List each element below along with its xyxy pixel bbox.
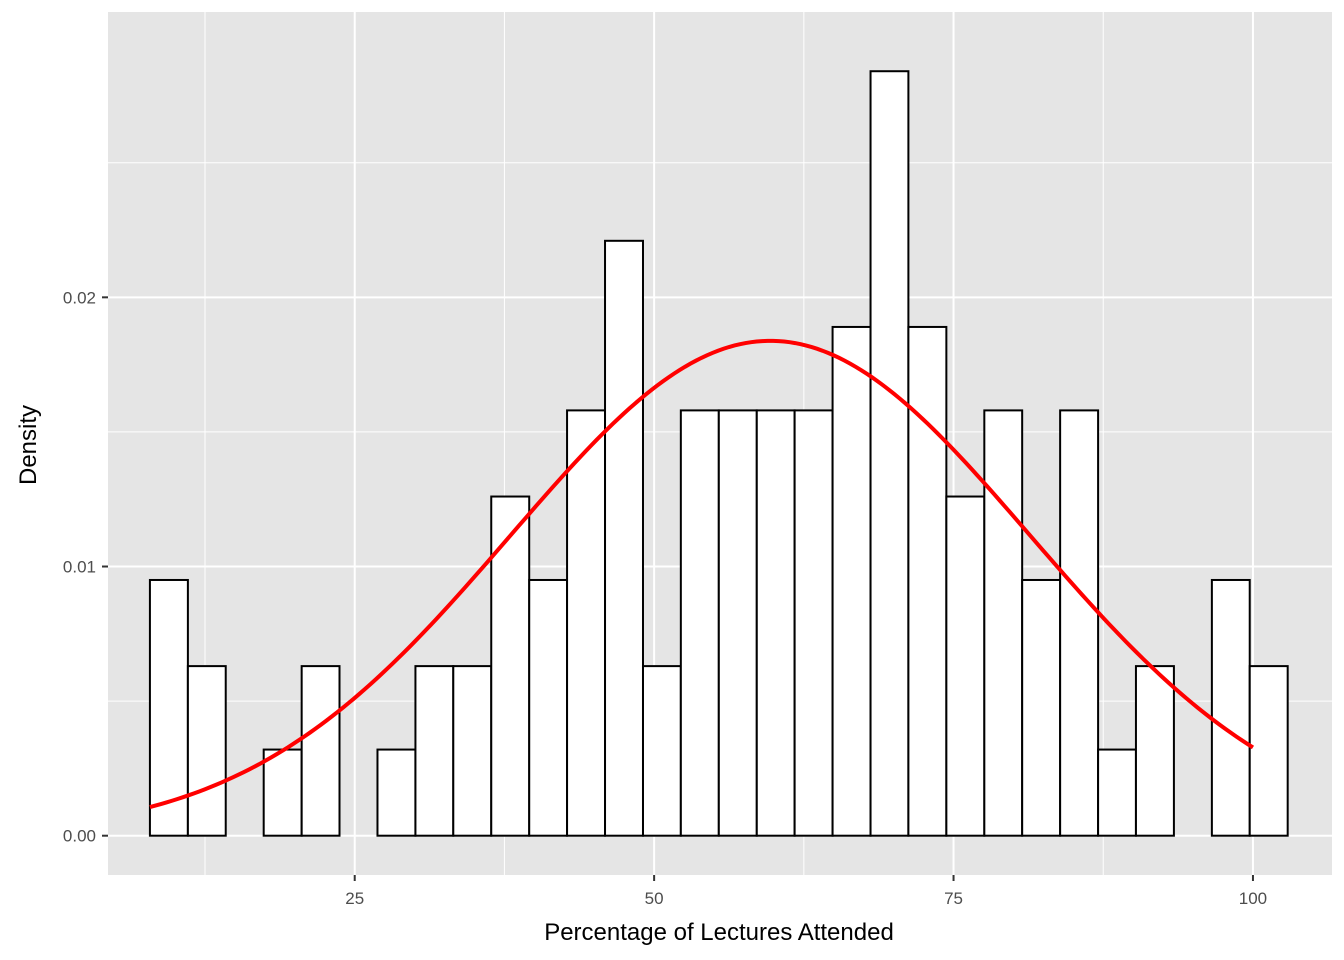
x-tick-label: 75 (944, 889, 963, 908)
histogram-bar (983, 409, 1024, 837)
histogram-bar (566, 409, 607, 837)
histogram-bar (869, 70, 910, 837)
histogram-bar (793, 409, 834, 837)
histogram-bar (1097, 748, 1137, 837)
x-tick-label: 25 (345, 889, 364, 908)
y-axis: 0.00 0.01 0.02 (63, 288, 108, 846)
x-tick-label: 100 (1239, 889, 1267, 908)
histogram-bar (300, 665, 341, 837)
histogram-bar (1210, 578, 1251, 837)
y-tick-label: 0.00 (63, 827, 96, 846)
histogram-bar (604, 239, 644, 837)
y-axis-title: Density (15, 405, 42, 485)
histogram-bar (945, 495, 986, 837)
histogram-bar (148, 578, 189, 837)
histogram-bar (528, 578, 569, 837)
histogram-bar (452, 665, 493, 837)
histogram-bar (907, 325, 948, 837)
histogram-bars (148, 70, 1289, 837)
y-tick-label: 0.01 (63, 558, 96, 577)
histogram-bar (1059, 409, 1100, 837)
histogram-bar (1248, 665, 1289, 837)
histogram-bar (831, 325, 872, 837)
histogram-bar (1021, 578, 1062, 837)
histogram-bar (755, 409, 796, 837)
histogram-bar (186, 665, 227, 837)
histogram-bar (717, 409, 758, 837)
x-tick-label: 50 (645, 889, 664, 908)
histogram-bar (376, 748, 417, 837)
y-tick-label: 0.02 (63, 288, 96, 307)
histogram-bar (641, 665, 682, 837)
x-axis: 25 50 75 100 (345, 875, 1267, 908)
histogram-bar (1134, 665, 1175, 837)
histogram-bar (490, 495, 531, 837)
x-axis-title: Percentage of Lectures Attended (544, 919, 894, 946)
histogram-bar (679, 409, 720, 837)
histogram-bar (262, 748, 303, 837)
histogram-bar (414, 665, 455, 837)
normal-density-curve (149, 338, 1255, 809)
